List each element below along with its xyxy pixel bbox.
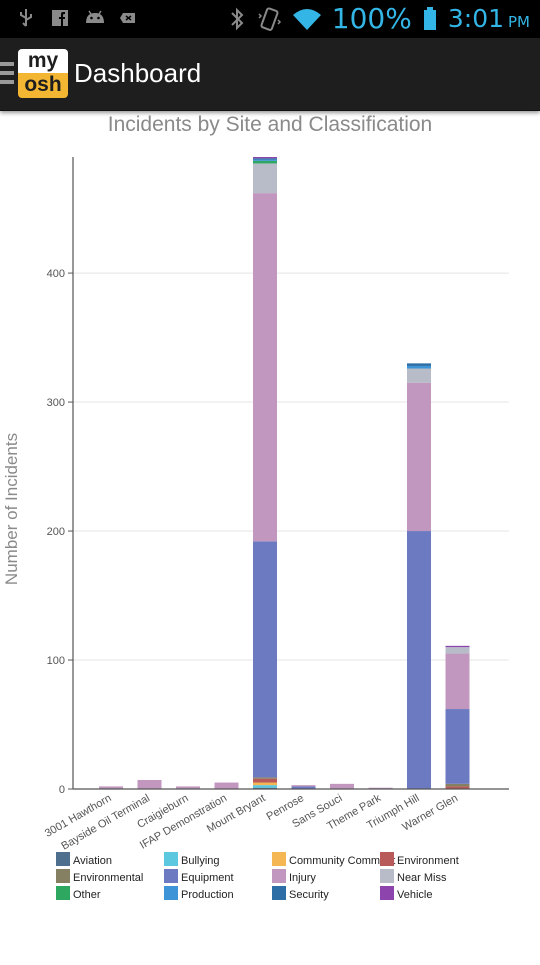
legend-swatch	[380, 869, 394, 883]
notification-icons	[16, 8, 138, 28]
legend-swatch	[164, 869, 178, 883]
clock-ampm: PM	[508, 13, 530, 31]
legend-label: Environmental	[73, 872, 143, 884]
bar-segment	[407, 368, 431, 383]
menu-icon[interactable]	[0, 62, 14, 84]
gridlines	[73, 272, 509, 661]
bar-segment	[291, 785, 316, 787]
bar-segment	[137, 779, 162, 789]
app-logo[interactable]: my osh	[18, 49, 68, 98]
y-tick-label: 300	[47, 397, 65, 409]
bluetooth-icon	[228, 6, 246, 32]
legend-swatch	[380, 886, 394, 900]
legend-label: Production	[181, 889, 234, 901]
battery-percent: 100%	[331, 2, 412, 35]
status-bar: 100% 3:01 PM	[0, 0, 540, 38]
axes	[68, 157, 509, 790]
bar-segment	[445, 709, 470, 784]
legend-label: Near Miss	[397, 872, 447, 884]
bar-segment	[368, 787, 393, 789]
legend-swatch	[272, 886, 286, 900]
legend-swatch	[164, 886, 178, 900]
bar-segment	[253, 159, 277, 161]
y-axis-label: Number of Incidents	[2, 433, 21, 585]
android-icon	[84, 8, 104, 28]
y-tick-labels: 0 100 200 300 400	[47, 268, 65, 796]
y-tick-label: 100	[47, 655, 65, 667]
legend-label: Bullying	[181, 855, 220, 867]
action-bar: my osh Dashboard	[0, 38, 540, 111]
bar-segment	[445, 786, 470, 789]
bar-segment	[253, 193, 277, 542]
legend-swatch	[56, 869, 70, 883]
bar-segment	[445, 645, 470, 648]
legend-swatch	[56, 886, 70, 900]
y-tick-label: 200	[47, 526, 65, 538]
bar-segment	[407, 382, 431, 532]
logo-bottom-text: osh	[18, 73, 68, 98]
usb-icon	[16, 8, 36, 28]
y-tick-label: 0	[59, 784, 65, 796]
bar-segment	[445, 783, 470, 787]
legend-label: Environment	[397, 855, 459, 867]
system-status: 100% 3:01 PM	[228, 2, 530, 35]
logo-top-text: my	[18, 49, 68, 73]
chart-title: Incidents by Site and Classification	[108, 113, 433, 136]
bar-segment	[330, 783, 354, 789]
bar-segment	[253, 160, 277, 164]
stacked-bar-chart: Incidents by Site and Classification Num…	[2, 113, 509, 901]
bar-segment	[253, 782, 277, 786]
wifi-icon	[292, 6, 322, 32]
bar-segment	[253, 785, 277, 788]
bar-segment	[407, 363, 431, 366]
legend-label: Vehicle	[397, 889, 432, 901]
bar-segment	[445, 653, 470, 710]
bar-segment	[253, 777, 277, 779]
bar-segment	[445, 647, 470, 654]
legend-label: Security	[289, 889, 329, 901]
page-title: Dashboard	[74, 58, 202, 88]
chart-container: Incidents by Site and Classification Num…	[0, 110, 540, 960]
legend-swatch	[272, 869, 286, 883]
clock-time: 3:01	[447, 4, 504, 33]
notification-icon	[118, 8, 138, 28]
legend-label: Community Comment	[289, 855, 395, 867]
legend-label: Equipment	[181, 872, 234, 884]
legend-label: Injury	[289, 872, 316, 884]
bar-segment	[253, 163, 277, 194]
bar-segment	[407, 365, 431, 369]
y-tick-label: 400	[47, 268, 65, 280]
bar-segment	[291, 786, 316, 789]
legend: Aviation Bullying Community Comment Environ…	[56, 852, 459, 901]
bars	[99, 157, 470, 789]
legend-swatch	[56, 852, 70, 866]
battery-icon	[422, 6, 438, 32]
bar-segment	[253, 778, 277, 783]
facebook-icon	[50, 8, 70, 28]
bar-segment	[407, 531, 431, 789]
bar-segment	[253, 157, 277, 159]
vibrate-icon	[256, 6, 282, 32]
bar-segment	[253, 158, 277, 160]
legend-label: Aviation	[73, 855, 112, 867]
legend-swatch	[164, 852, 178, 866]
bar-segment	[253, 787, 277, 789]
bar-segment	[253, 541, 277, 778]
bar-segment	[214, 782, 239, 789]
clock: 3:01 PM	[448, 4, 530, 33]
bar-segment	[99, 786, 123, 789]
bar-segment	[176, 786, 200, 789]
legend-swatch	[272, 852, 286, 866]
legend-swatch	[380, 852, 394, 866]
legend-label: Other	[73, 889, 101, 901]
